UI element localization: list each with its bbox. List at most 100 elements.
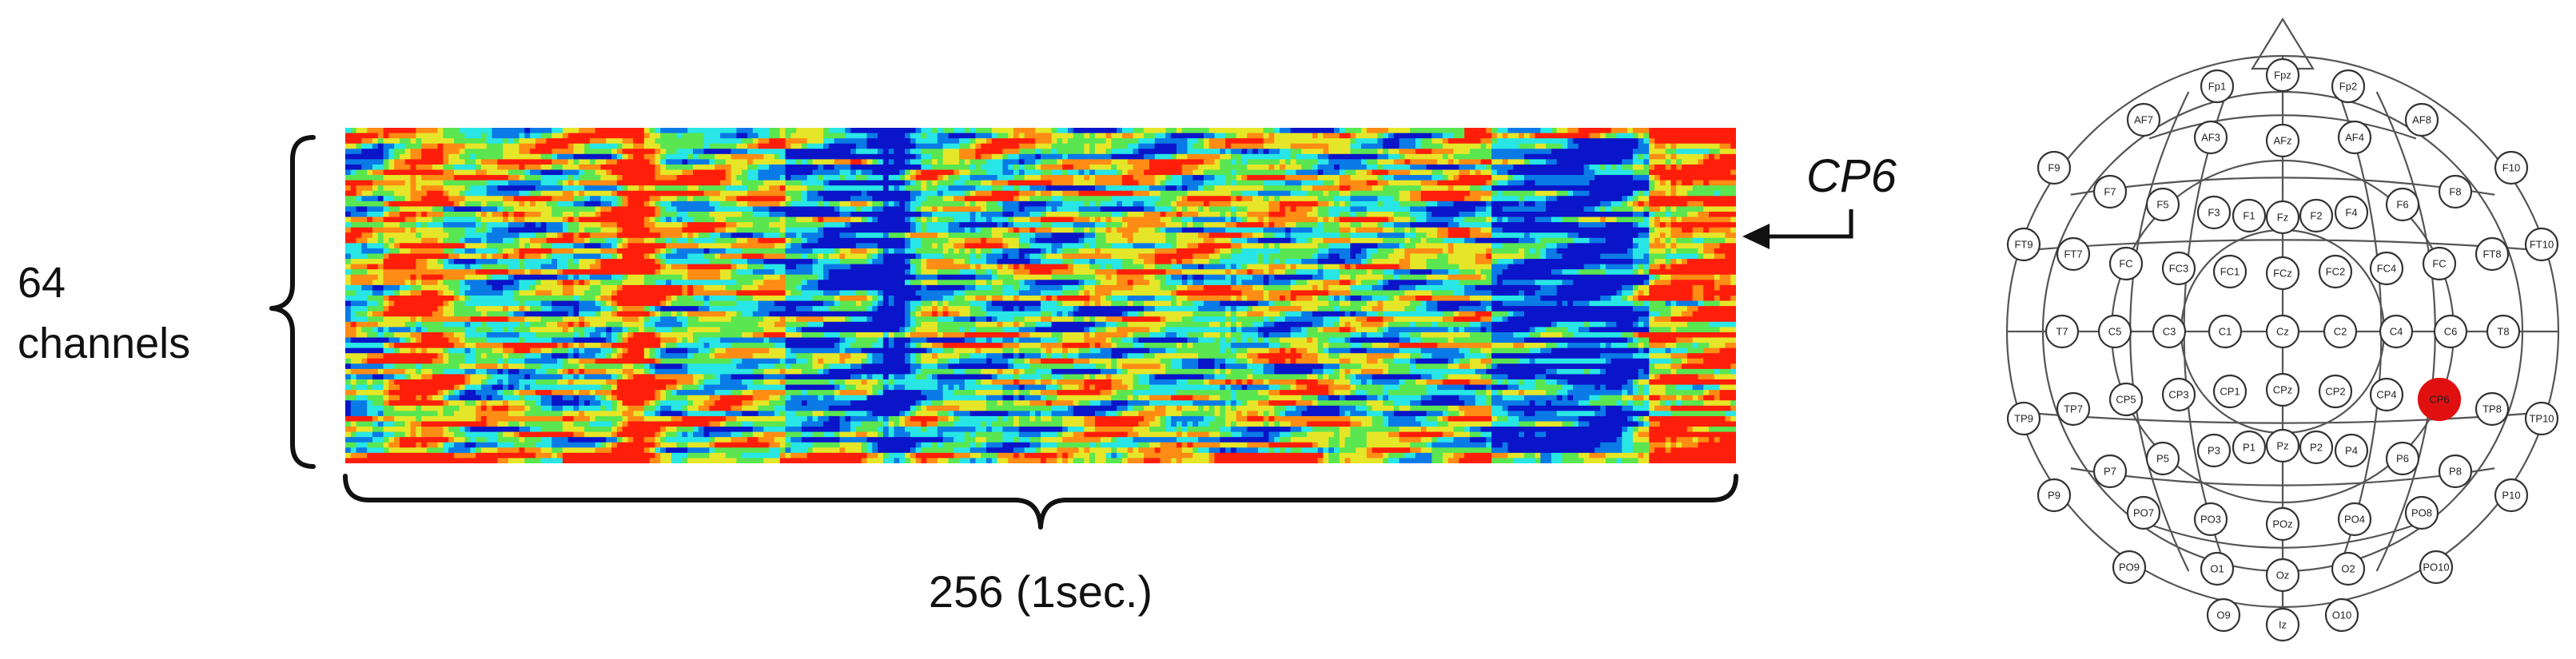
- heatmap-cell: [567, 368, 575, 375]
- heatmap-cell: [1610, 296, 1622, 302]
- heatmap-cell: [779, 133, 786, 139]
- heatmap-cell: [1024, 164, 1036, 171]
- heatmap-cell: [1670, 190, 1677, 197]
- heatmap-cell: [1649, 164, 1655, 171]
- heatmap-cell: [769, 185, 781, 192]
- heatmap-cell: [1013, 400, 1031, 407]
- heatmap-cell: [1133, 164, 1150, 171]
- heatmap-cell: [1160, 363, 1166, 370]
- heatmap-cell: [1094, 169, 1117, 176]
- heatmap-cell: [1274, 405, 1286, 411]
- heatmap-cell: [540, 169, 563, 176]
- heatmap-cell: [1469, 227, 1482, 233]
- heatmap-cell: [959, 143, 971, 149]
- heatmap-cell: [372, 311, 384, 317]
- heatmap-cell: [1013, 269, 1031, 276]
- heatmap-cell: [1605, 368, 1639, 375]
- heatmap-cell: [1643, 343, 1650, 349]
- heatmap-cell: [567, 175, 575, 181]
- heatmap-cell: [921, 216, 927, 223]
- heatmap-cell: [606, 395, 612, 401]
- heatmap-cell: [383, 379, 389, 386]
- heatmap-cell: [719, 327, 764, 333]
- heatmap-cell: [1339, 374, 1346, 380]
- heatmap-cell: [1236, 421, 1264, 427]
- heatmap-cell: [606, 169, 612, 176]
- heatmap-cell: [573, 395, 579, 401]
- heatmap-cell: [1024, 133, 1053, 139]
- heatmap-cell: [1041, 175, 1074, 181]
- heatmap-cell: [1263, 133, 1270, 139]
- heatmap-cell: [622, 421, 629, 427]
- heatmap-cell: [969, 159, 987, 165]
- heatmap-cell: [823, 264, 851, 270]
- heatmap-cell: [616, 353, 623, 359]
- heatmap-cell: [1225, 405, 1232, 411]
- heatmap-cell: [579, 216, 645, 223]
- heatmap-cell: [1649, 368, 1672, 375]
- heatmap-cell: [1507, 379, 1519, 386]
- heatmap-cell: [666, 343, 678, 349]
- heatmap-cell: [1703, 347, 1721, 354]
- heatmap-cell: [1057, 248, 1063, 255]
- heatmap-cell: [921, 253, 944, 260]
- heatmap-cell: [687, 128, 737, 134]
- heatmap-cell: [579, 227, 585, 233]
- heatmap-cell: [383, 200, 389, 208]
- heatmap-cell: [1181, 212, 1199, 218]
- heatmap-cell: [639, 316, 645, 323]
- heatmap-cell: [687, 185, 699, 192]
- heatmap-cell: [823, 368, 830, 375]
- heatmap-cell: [1062, 311, 1069, 317]
- heatmap-cell: [785, 190, 802, 197]
- heatmap-cell: [894, 185, 900, 192]
- heatmap-cell: [1290, 347, 1297, 354]
- heatmap-cell: [1605, 343, 1612, 349]
- heatmap-cell: [372, 400, 384, 407]
- heatmap-cell: [1041, 300, 1057, 307]
- heatmap-cell: [682, 169, 694, 176]
- heatmap-cell: [910, 343, 917, 349]
- heatmap-cell: [530, 306, 542, 312]
- heatmap-cell: [725, 169, 732, 176]
- heatmap-cell: [1556, 395, 1563, 401]
- heatmap-cell: [703, 384, 748, 391]
- heatmap-cell: [350, 185, 357, 192]
- heatmap-cell: [687, 311, 727, 317]
- heatmap-cell: [687, 353, 694, 359]
- heatmap-cell: [1105, 216, 1112, 223]
- heatmap-cell: [1334, 200, 1340, 208]
- heatmap-cell: [1307, 280, 1324, 286]
- heatmap-cell: [1187, 138, 1199, 145]
- heatmap-cell: [1703, 206, 1736, 212]
- heatmap-cell: [410, 347, 416, 354]
- heatmap-cell: [1334, 379, 1352, 386]
- heatmap-cell: [1437, 343, 1492, 349]
- heatmap-cell: [1280, 159, 1286, 165]
- heatmap-cell: [1377, 149, 1384, 155]
- heatmap-cell: [443, 368, 466, 375]
- heatmap-cell: [616, 405, 629, 411]
- heatmap-cell: [801, 143, 808, 149]
- heatmap-cell: [573, 296, 579, 302]
- heatmap-cell: [1041, 358, 1074, 364]
- heatmap-cell: [1089, 316, 1096, 323]
- heatmap-cell: [1388, 327, 1449, 333]
- heatmap-cell: [703, 143, 710, 149]
- heatmap-cell: [372, 384, 384, 391]
- heatmap-cell: [1154, 200, 1172, 208]
- heatmap-cell: [1670, 227, 1682, 233]
- heatmap-cell: [1437, 232, 1449, 239]
- heatmap-cell: [1486, 363, 1492, 370]
- heatmap-cell: [1084, 143, 1090, 149]
- heatmap-cell: [1117, 321, 1129, 328]
- heatmap-cell: [715, 347, 727, 354]
- heatmap-cell: [850, 200, 868, 208]
- heatmap-cell: [937, 128, 944, 134]
- heatmap-cell: [1236, 321, 1243, 328]
- heatmap-cell: [1089, 227, 1096, 233]
- heatmap-cell: [1089, 331, 1096, 339]
- heatmap-cell: [1491, 200, 1519, 208]
- heatmap-cell: [1312, 253, 1319, 260]
- heatmap-cell: [448, 196, 466, 202]
